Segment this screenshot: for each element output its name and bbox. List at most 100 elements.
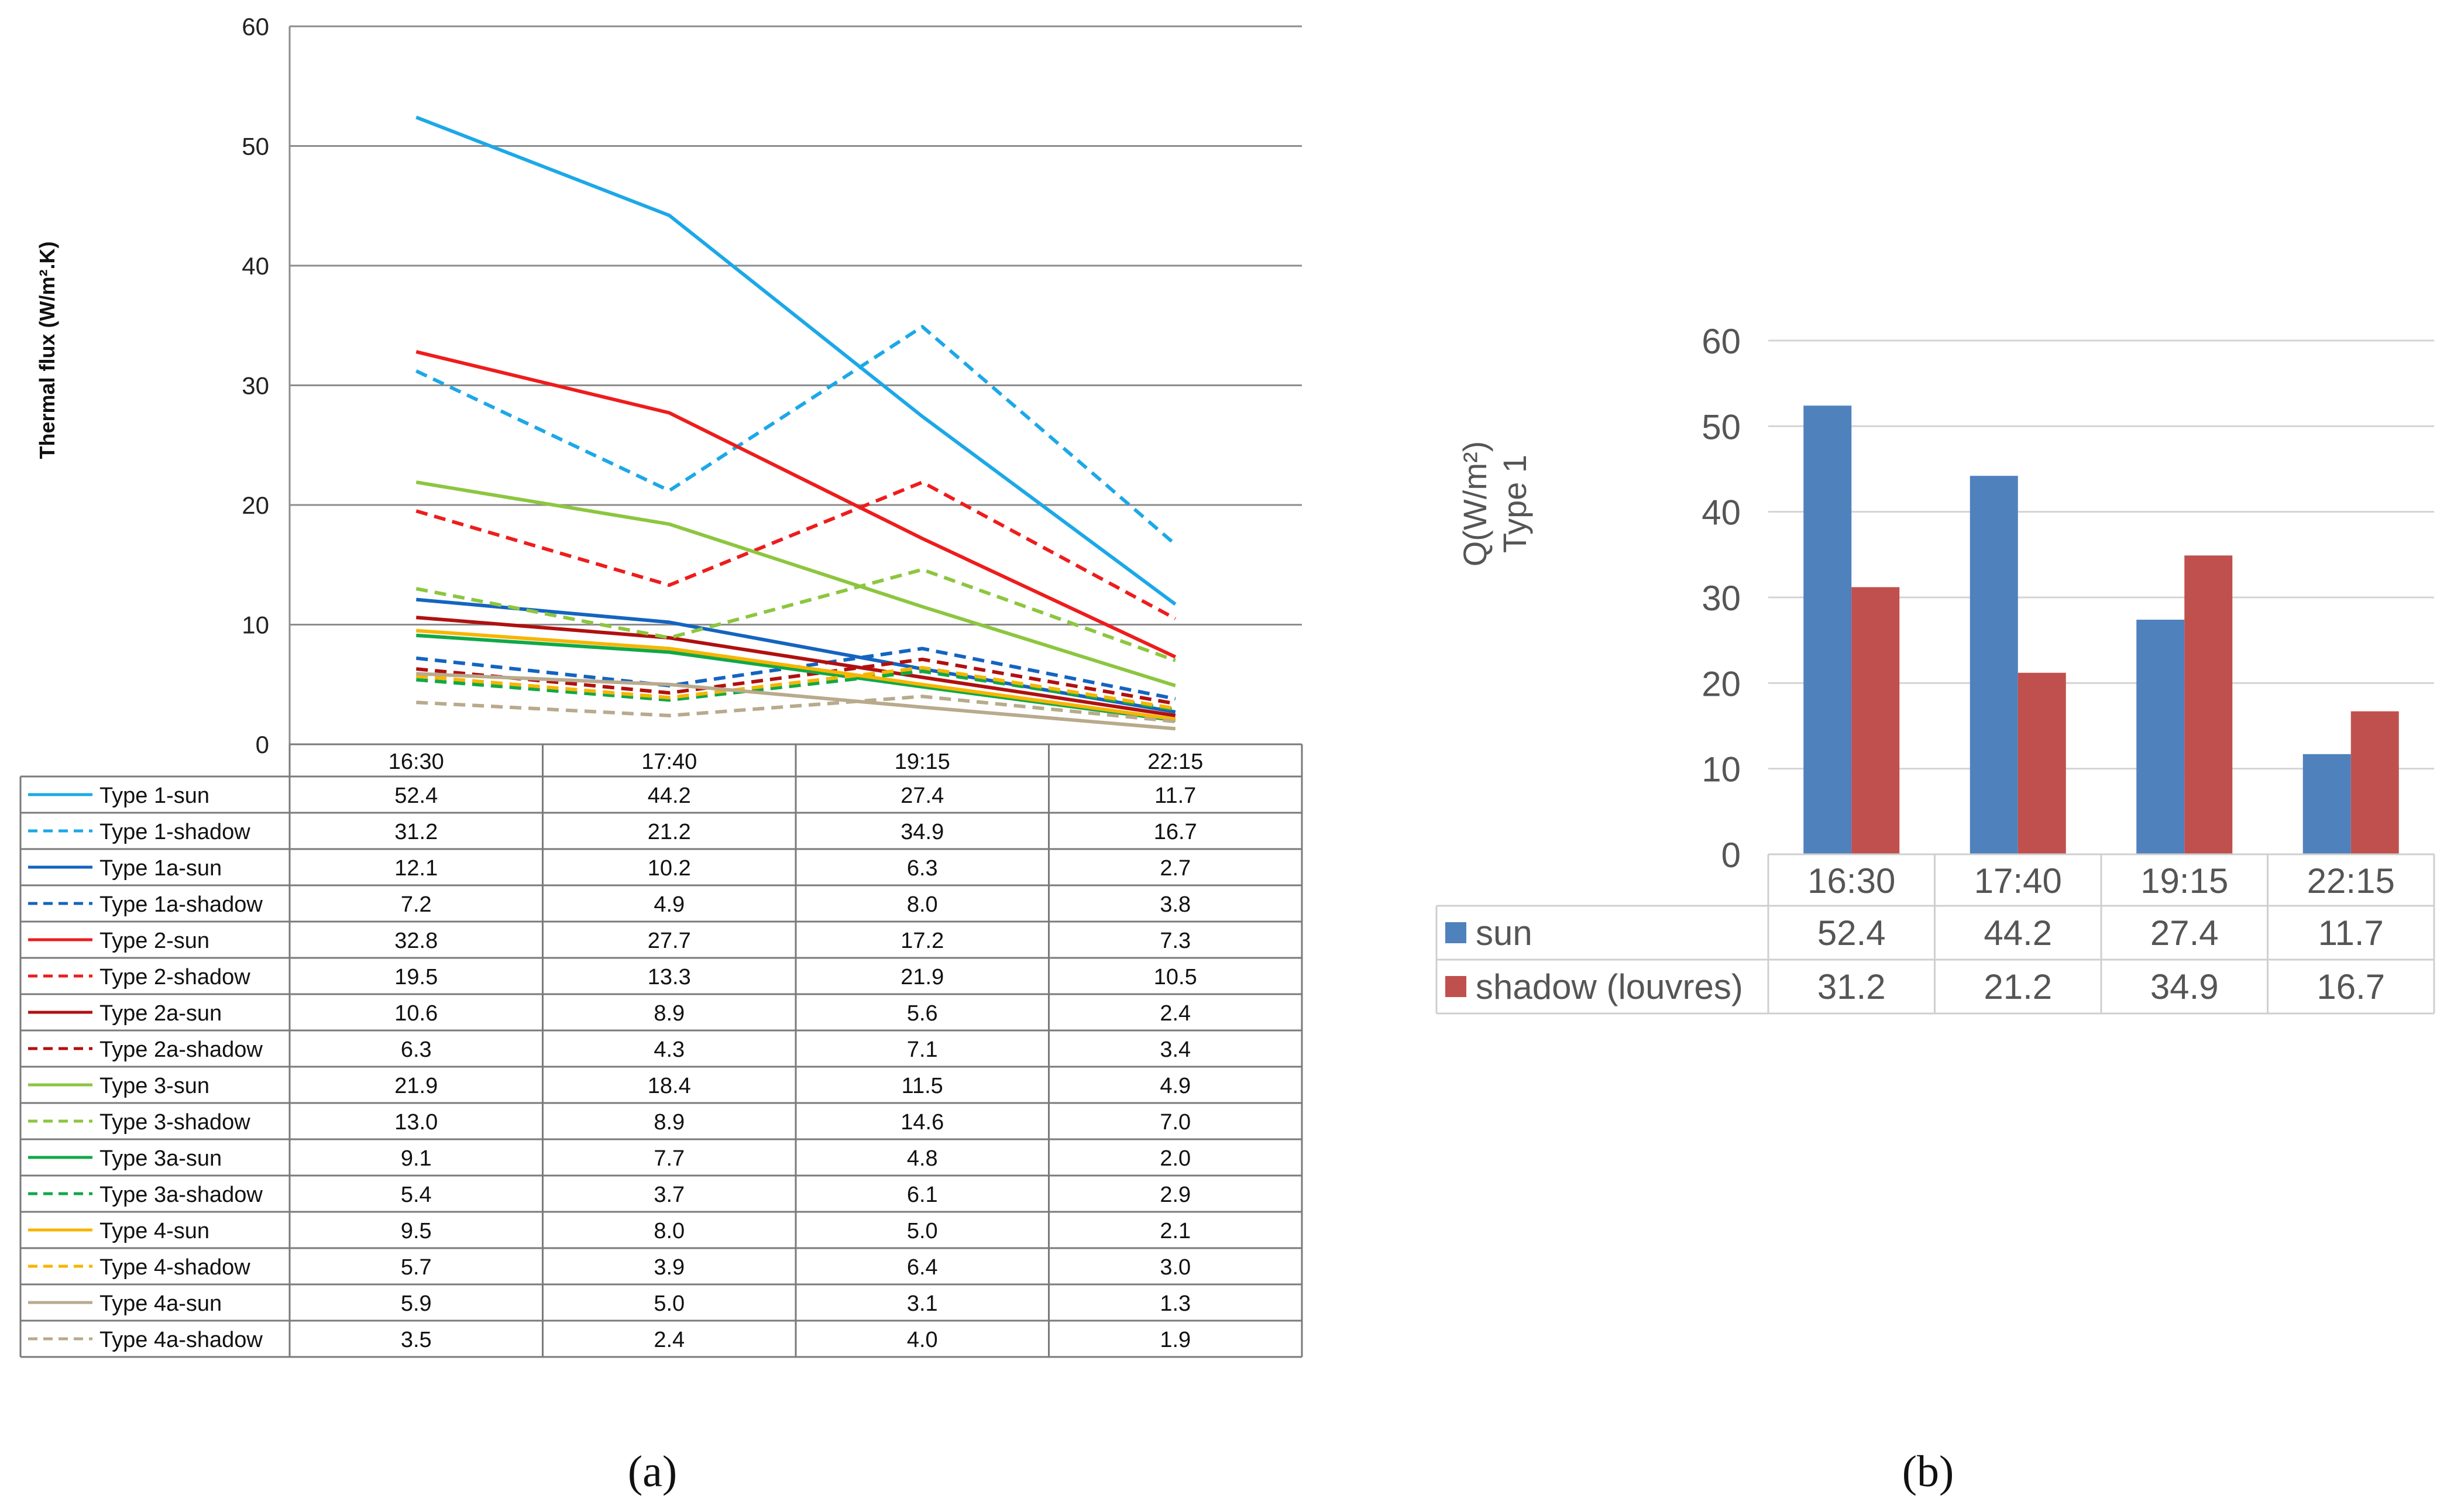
data-label: 3.8	[1160, 892, 1191, 917]
data-label: 2.1	[1160, 1219, 1191, 1243]
series-line-type-1-shadow	[415, 325, 1177, 546]
data-label: 2.0	[1160, 1146, 1191, 1171]
data-label: 2.4	[654, 1328, 685, 1352]
y-tick-label: 60	[242, 13, 269, 40]
data-label: 5.0	[654, 1291, 685, 1316]
data-label: 16.7	[1154, 820, 1197, 844]
data-label: 27.4	[2150, 913, 2219, 953]
data-label: 8.0	[907, 892, 938, 917]
data-label: 7.2	[401, 892, 432, 917]
series-line-type-3a-shadow	[416, 669, 1176, 712]
category-label: 22:15	[1147, 750, 1203, 774]
data-label: 10.6	[394, 1001, 438, 1026]
data-label: 52.4	[394, 784, 438, 808]
chart-b: 0 10 20 30 40 50 60 Q(W/m²) Type 1 16:30 17:40 19:1…	[1435, 322, 2435, 1015]
data-label: 4.9	[1160, 1074, 1191, 1098]
legend-label: Type 2-shadow	[99, 965, 250, 989]
legend-label: Type 2a-sun	[99, 1001, 222, 1026]
y-tick-label: 0	[1721, 836, 1741, 875]
data-label: 6.3	[907, 856, 938, 881]
y-tick-label: 20	[242, 492, 269, 519]
data-label: 21.2	[648, 820, 691, 844]
series-line-type-4a-shadow	[416, 695, 1176, 724]
y-axis-title: Q(W/m²)	[1456, 441, 1493, 567]
data-label: 6.4	[907, 1255, 938, 1280]
data-label: 4.9	[654, 892, 685, 917]
y-tick-label: 10	[242, 611, 269, 639]
data-label: 5.9	[401, 1291, 432, 1316]
data-label: 7.3	[1160, 929, 1191, 953]
data-label: 31.2	[394, 820, 438, 844]
data-label: 6.3	[401, 1037, 432, 1062]
y-tick-label: 40	[242, 252, 269, 280]
y-tick-label: 40	[1702, 493, 1741, 532]
data-label: 4.3	[654, 1037, 685, 1062]
data-label: 3.7	[654, 1183, 685, 1207]
data-label: 3.9	[654, 1255, 685, 1280]
data-label: 10.5	[1154, 965, 1197, 989]
data-label: 21.2	[1984, 967, 2052, 1006]
chart-a: 0 10 20 30 40 50 60 Thermal flux (W/m².K) 16:30 1…	[19, 13, 1303, 1358]
y-tick-label: 10	[1702, 750, 1741, 789]
bar-shadow-1630	[1851, 587, 1900, 854]
y-tick-label: 50	[1702, 407, 1741, 446]
panel-label-a: (a)	[628, 1447, 677, 1496]
data-label: 21.9	[901, 965, 944, 989]
y-tick-label: 30	[1702, 579, 1741, 618]
category-label: 17:40	[1974, 861, 2062, 901]
y-tick-label: 30	[242, 372, 269, 400]
data-label: 34.9	[901, 820, 944, 844]
series-line-type-1-sun	[415, 115, 1177, 606]
data-label: 3.1	[907, 1291, 938, 1316]
y-tick-label: 0	[256, 731, 269, 758]
series-line-type-2a-shadow	[416, 657, 1176, 706]
data-label: 16.7	[2316, 967, 2385, 1006]
panel-label-b: (b)	[1902, 1447, 1954, 1496]
category-label: 17:40	[641, 750, 697, 774]
data-label: 3.4	[1160, 1037, 1191, 1062]
legend-label: Type 4-shadow	[99, 1255, 250, 1280]
data-label: 27.4	[901, 784, 944, 808]
data-label: 52.4	[1817, 913, 1886, 953]
data-label: 8.0	[654, 1219, 685, 1243]
data-label: 6.1	[907, 1183, 938, 1207]
y-tick-label: 20	[1702, 664, 1741, 703]
data-label: 10.2	[648, 856, 691, 881]
data-label: 2.7	[1160, 856, 1191, 881]
data-label: 27.7	[648, 929, 691, 953]
legend-label: Type 1-shadow	[99, 820, 250, 844]
data-label: 3.0	[1160, 1255, 1191, 1280]
legend-label: Type 3-shadow	[99, 1110, 250, 1135]
series-line-type-3-sun	[415, 480, 1176, 688]
bar-sun-1740	[1970, 476, 2018, 854]
data-label: 19.5	[394, 965, 438, 989]
category-label: 16:30	[1807, 861, 1895, 901]
bar-sun-1915	[2136, 620, 2185, 854]
data-label: 1.9	[1160, 1328, 1191, 1352]
y-axis-subtitle: Type 1	[1496, 455, 1533, 553]
data-label: 31.2	[1817, 967, 1886, 1006]
bar-sun-2215	[2302, 754, 2351, 854]
series-line-type-2-shadow	[415, 480, 1177, 620]
data-label: 18.4	[648, 1074, 691, 1098]
legend-key	[1445, 976, 1466, 997]
data-label: 9.5	[401, 1219, 432, 1243]
data-label: 44.2	[648, 784, 691, 808]
legend-label: Type 2-sun	[99, 929, 209, 953]
data-label: 1.3	[1160, 1291, 1191, 1316]
data-label: 2.4	[1160, 1001, 1191, 1026]
data-label: 14.6	[901, 1110, 944, 1135]
data-label: 17.2	[901, 929, 944, 953]
legend-label: Type 4-sun	[99, 1219, 209, 1243]
data-label: 11.7	[1154, 784, 1196, 808]
data-label: 5.6	[907, 1001, 938, 1026]
data-label: 7.1	[907, 1037, 938, 1062]
legend-label: Type 1-sun	[99, 784, 209, 808]
y-tick-label: 50	[242, 133, 269, 160]
data-label: 5.0	[907, 1219, 938, 1243]
series-line-type-2-sun	[415, 350, 1177, 659]
legend-label: Type 4a-shadow	[99, 1328, 263, 1352]
data-label: 5.4	[401, 1183, 432, 1207]
series-line-type-4-sun	[416, 628, 1176, 721]
